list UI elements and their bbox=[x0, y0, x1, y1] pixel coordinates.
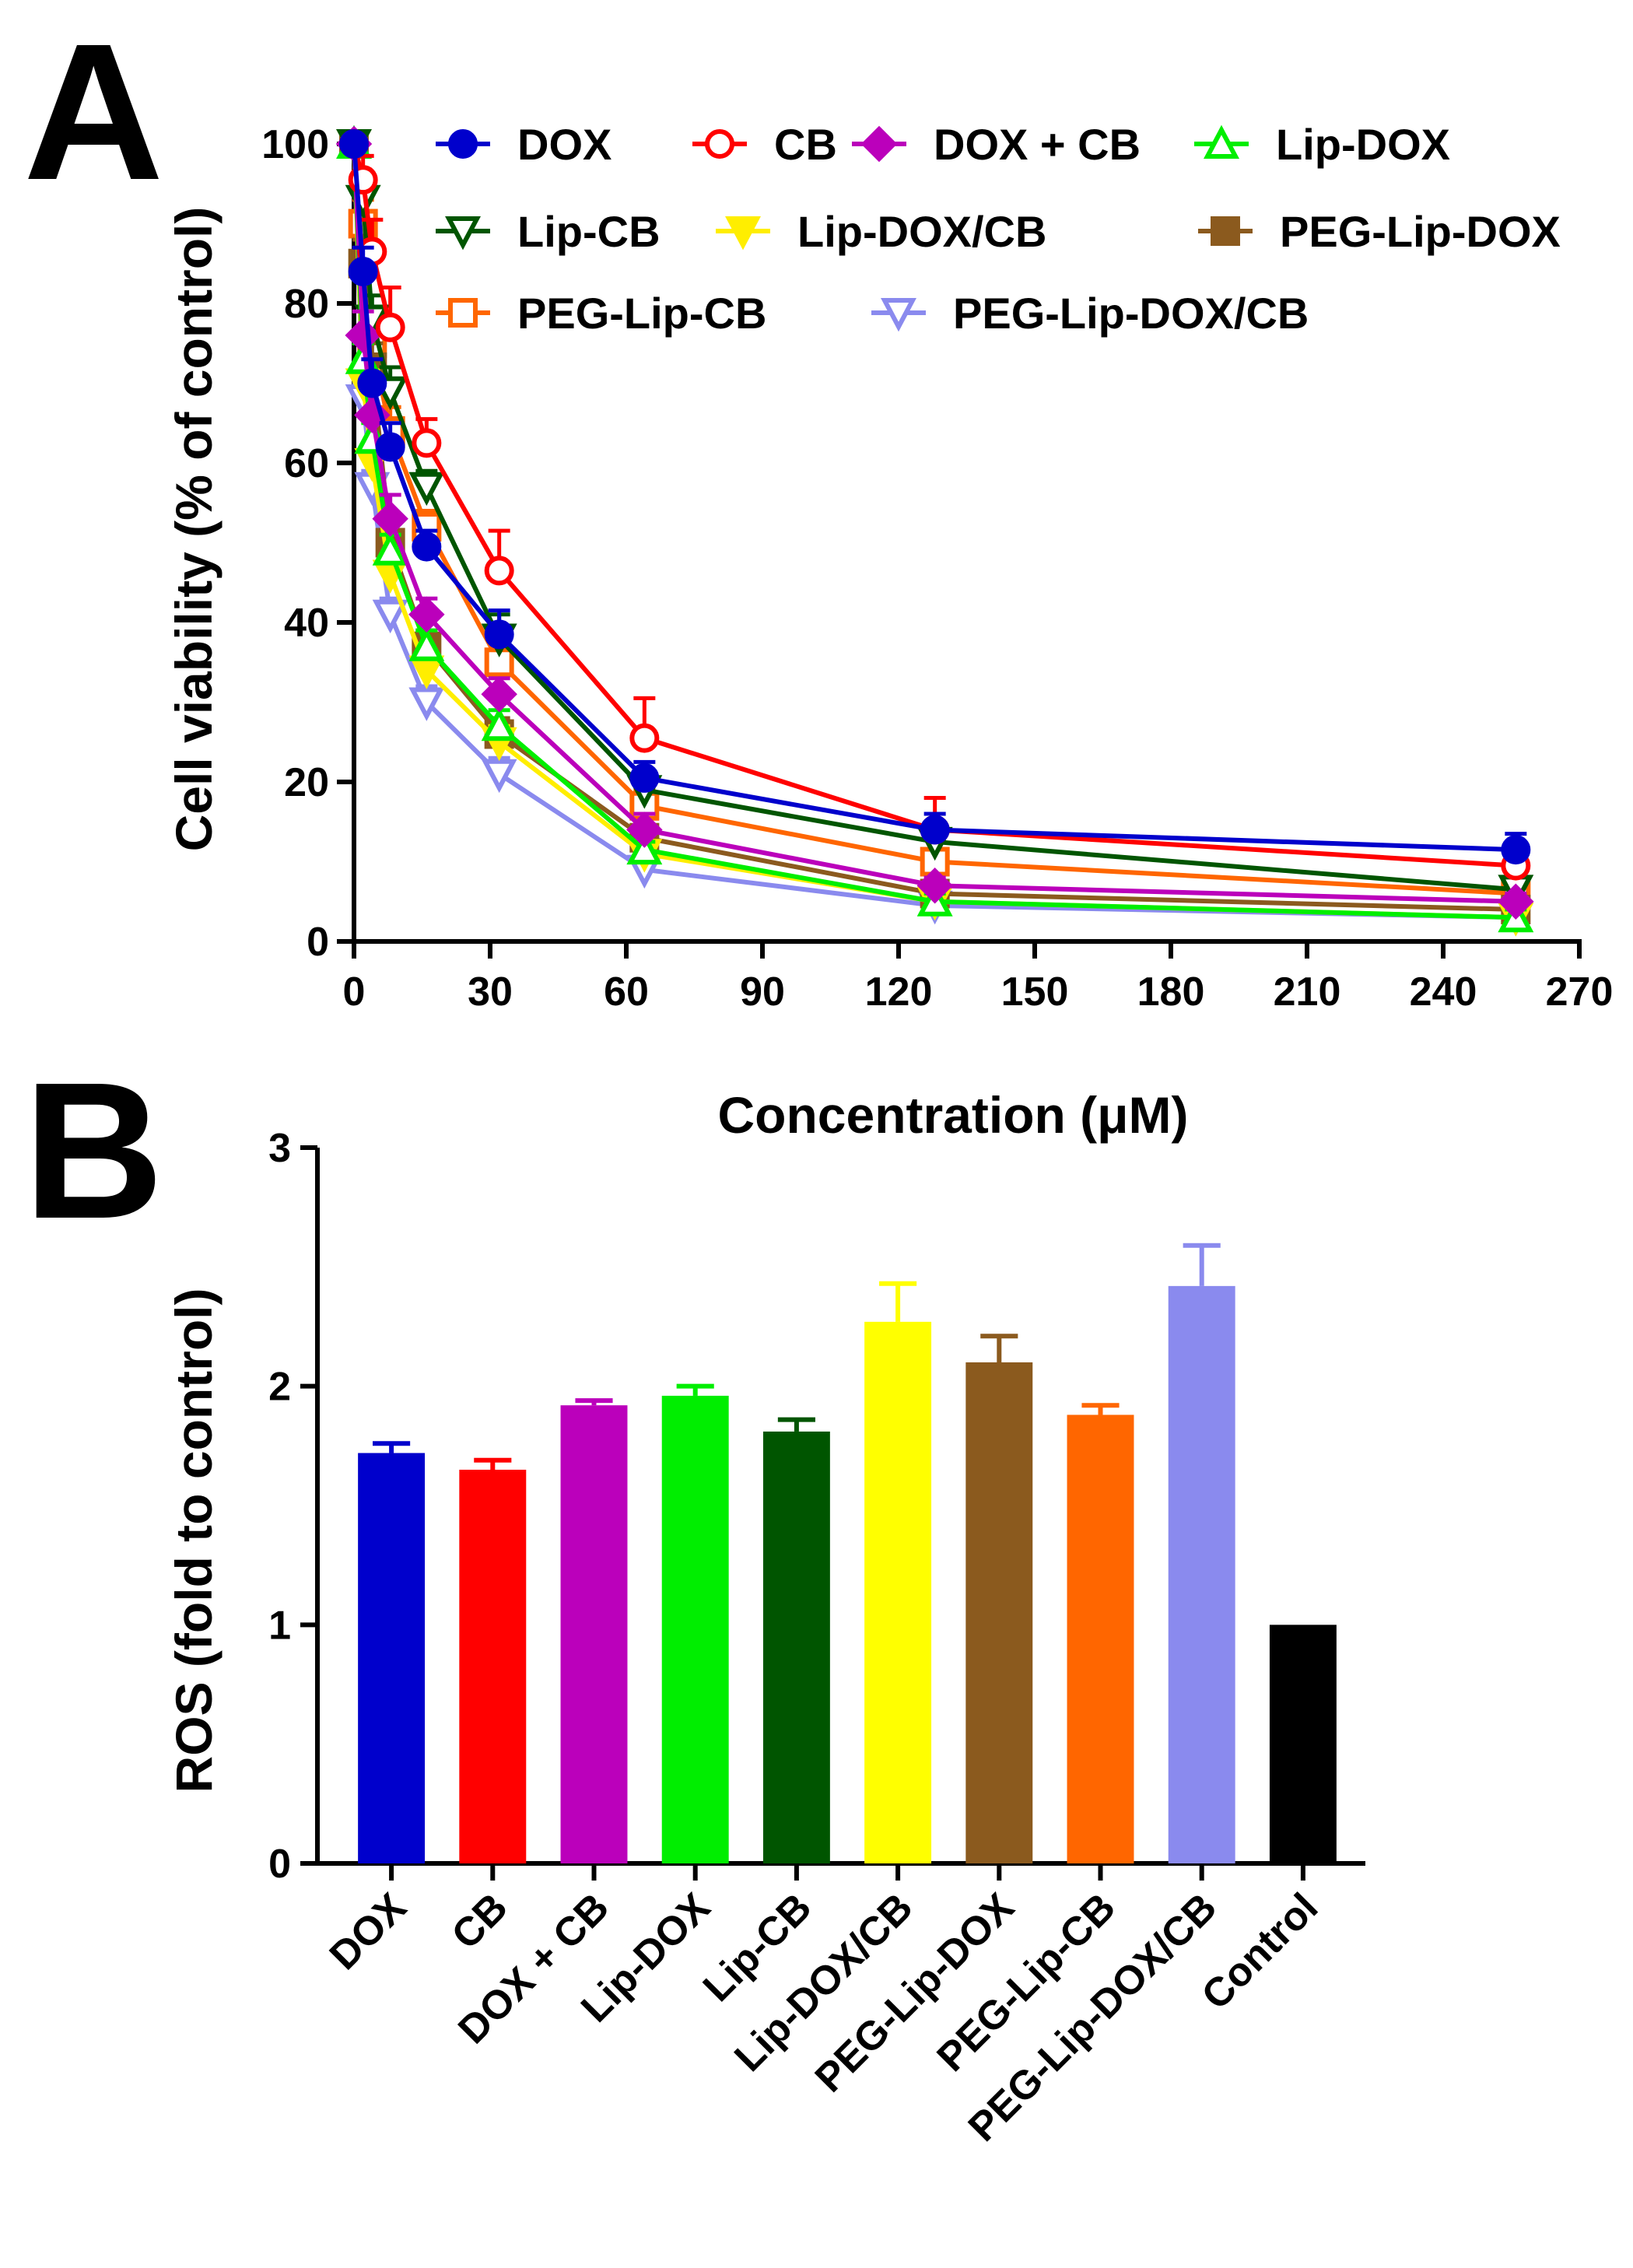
legend-label: PEG-Lip-CB bbox=[517, 289, 766, 338]
bar-peg-lip-dox bbox=[965, 1362, 1033, 1863]
legend-marker bbox=[725, 216, 761, 251]
legend-item-lip-dox: Lip-DOX bbox=[1194, 120, 1450, 169]
panel-a-letter: A bbox=[23, 3, 164, 220]
panel-a-x-tick-label: 210 bbox=[1274, 969, 1341, 1015]
point-dox bbox=[1501, 835, 1531, 865]
legend-item-peg-lip-dox-cb: PEG-Lip-DOX/CB bbox=[871, 289, 1309, 338]
legend-item-lip-cb: Lip-CB bbox=[436, 207, 661, 256]
bar-group-dox: DOX bbox=[321, 1441, 426, 1979]
panel-a-y-tick-label: 60 bbox=[284, 441, 329, 486]
bar-lip-dox bbox=[661, 1395, 729, 1863]
panel-a-x-tick-label: 0 bbox=[343, 969, 366, 1015]
line-peg-lip-cb bbox=[352, 143, 1516, 896]
legend-marker bbox=[860, 125, 898, 163]
point-lip-dox bbox=[408, 627, 445, 661]
panel-a-x-tick-label: 180 bbox=[1137, 969, 1205, 1015]
panel-a-y-tick-label: 80 bbox=[284, 282, 329, 327]
point-cb bbox=[629, 723, 660, 753]
point-lip-cb bbox=[408, 471, 445, 507]
bar-control bbox=[1269, 1625, 1337, 1863]
bar-lip-cb bbox=[762, 1431, 830, 1863]
point-dox bbox=[484, 619, 514, 650]
bar-dox-cb bbox=[560, 1405, 628, 1863]
point-dox bbox=[339, 129, 369, 159]
legend-marker bbox=[1204, 124, 1239, 159]
line-dox-cb bbox=[352, 143, 1516, 904]
x-tick-label: DOX bbox=[321, 1884, 415, 1979]
point-cb bbox=[412, 428, 442, 458]
legend-marker bbox=[448, 298, 478, 328]
bar-peg-lip-dox-cb bbox=[1168, 1285, 1235, 1863]
point-dox-cb bbox=[481, 676, 517, 713]
point-dox-cb bbox=[372, 500, 408, 537]
legend-label: PEG-Lip-DOX bbox=[1280, 207, 1561, 256]
panel-a-y-axis-title: Cell viability (% of control) bbox=[165, 207, 223, 852]
bar-lip-dox-cb bbox=[864, 1321, 932, 1863]
legend-marker bbox=[1211, 216, 1240, 246]
bar-group-cb: CB bbox=[443, 1457, 527, 1958]
panel-b-y-tick-label: 1 bbox=[268, 1603, 291, 1648]
legend-marker bbox=[881, 298, 916, 332]
point-peg-lip-dox-cb bbox=[408, 687, 445, 721]
bar-cb bbox=[459, 1470, 527, 1863]
point-peg-lip-dox-cb bbox=[481, 759, 517, 794]
panel-b-letter: B bbox=[23, 1042, 164, 1259]
legend-item-lip-dox-cb: Lip-DOX/CB bbox=[716, 207, 1046, 256]
point-dox bbox=[920, 815, 950, 845]
panel-a-x-tick-label: 120 bbox=[865, 969, 933, 1015]
point-dox bbox=[629, 762, 660, 793]
bar-dox bbox=[358, 1453, 426, 1863]
panel-b-y-tick-label: 2 bbox=[268, 1365, 291, 1410]
legend-marker bbox=[445, 216, 481, 251]
panel-a-x-tick-label: 270 bbox=[1546, 969, 1614, 1015]
point-lip-dox bbox=[372, 531, 408, 566]
point-dox-cb bbox=[1498, 883, 1534, 920]
legend-item-peg-lip-cb: PEG-Lip-CB bbox=[436, 289, 766, 338]
panel-b-y-axis-title: ROS (fold to control) bbox=[165, 1288, 223, 1793]
legend-label: Lip-CB bbox=[517, 207, 661, 256]
point-dox-cb bbox=[916, 868, 953, 904]
legend-marker bbox=[705, 129, 734, 159]
point-cb bbox=[484, 556, 514, 586]
panel-a-x-tick-label: 60 bbox=[604, 969, 649, 1015]
point-dox-cb bbox=[626, 812, 663, 848]
point-dox bbox=[348, 257, 378, 286]
point-peg-lip-dox-cb bbox=[372, 599, 408, 634]
panel-a-y-tick-label: 40 bbox=[284, 601, 329, 646]
panel-a-y-tick-label: 0 bbox=[307, 920, 329, 965]
point-dox bbox=[357, 368, 387, 398]
point-dox bbox=[412, 531, 442, 562]
legend-item-cb: CB bbox=[692, 120, 837, 169]
legend-label: Lip-DOX bbox=[1276, 120, 1450, 169]
legend-item-dox-cb: DOX + CB bbox=[852, 120, 1141, 169]
panel-a: A Cell viability (% of control) Concentr… bbox=[23, 3, 1613, 1144]
panel-a-y-tick-label: 100 bbox=[261, 122, 329, 167]
point-lip-dox bbox=[626, 830, 663, 865]
point-cb bbox=[375, 312, 405, 342]
point-dox-cb bbox=[408, 596, 445, 633]
legend-label: PEG-Lip-DOX/CB bbox=[953, 289, 1309, 338]
x-tick-label: CB bbox=[443, 1884, 517, 1958]
panel-a-x-tick-label: 90 bbox=[740, 969, 785, 1015]
legend-item-dox: DOX bbox=[436, 120, 611, 169]
panel-a-x-axis-title: Concentration (μM) bbox=[718, 1086, 1189, 1144]
panel-a-y-tick-label: 20 bbox=[284, 760, 329, 805]
legend-label: Lip-DOX/CB bbox=[797, 207, 1046, 256]
bar-peg-lip-cb bbox=[1067, 1414, 1134, 1863]
panel-a-x-tick-label: 150 bbox=[1001, 969, 1069, 1015]
point-dox bbox=[375, 432, 405, 462]
panel-b-y-tick-label: 0 bbox=[268, 1842, 291, 1887]
panel-b-y-tick-label: 3 bbox=[268, 1126, 291, 1171]
legend-item-peg-lip-dox: PEG-Lip-DOX bbox=[1198, 207, 1561, 256]
legend-marker bbox=[448, 129, 478, 159]
point-lip-dox bbox=[481, 706, 517, 741]
series-dox bbox=[339, 129, 1531, 865]
legend-label: DOX + CB bbox=[934, 120, 1141, 169]
legend-label: CB bbox=[774, 120, 837, 169]
legend-label: DOX bbox=[517, 120, 611, 169]
panel-a-x-tick-label: 240 bbox=[1410, 969, 1477, 1015]
panel-a-x-tick-label: 30 bbox=[468, 969, 513, 1015]
